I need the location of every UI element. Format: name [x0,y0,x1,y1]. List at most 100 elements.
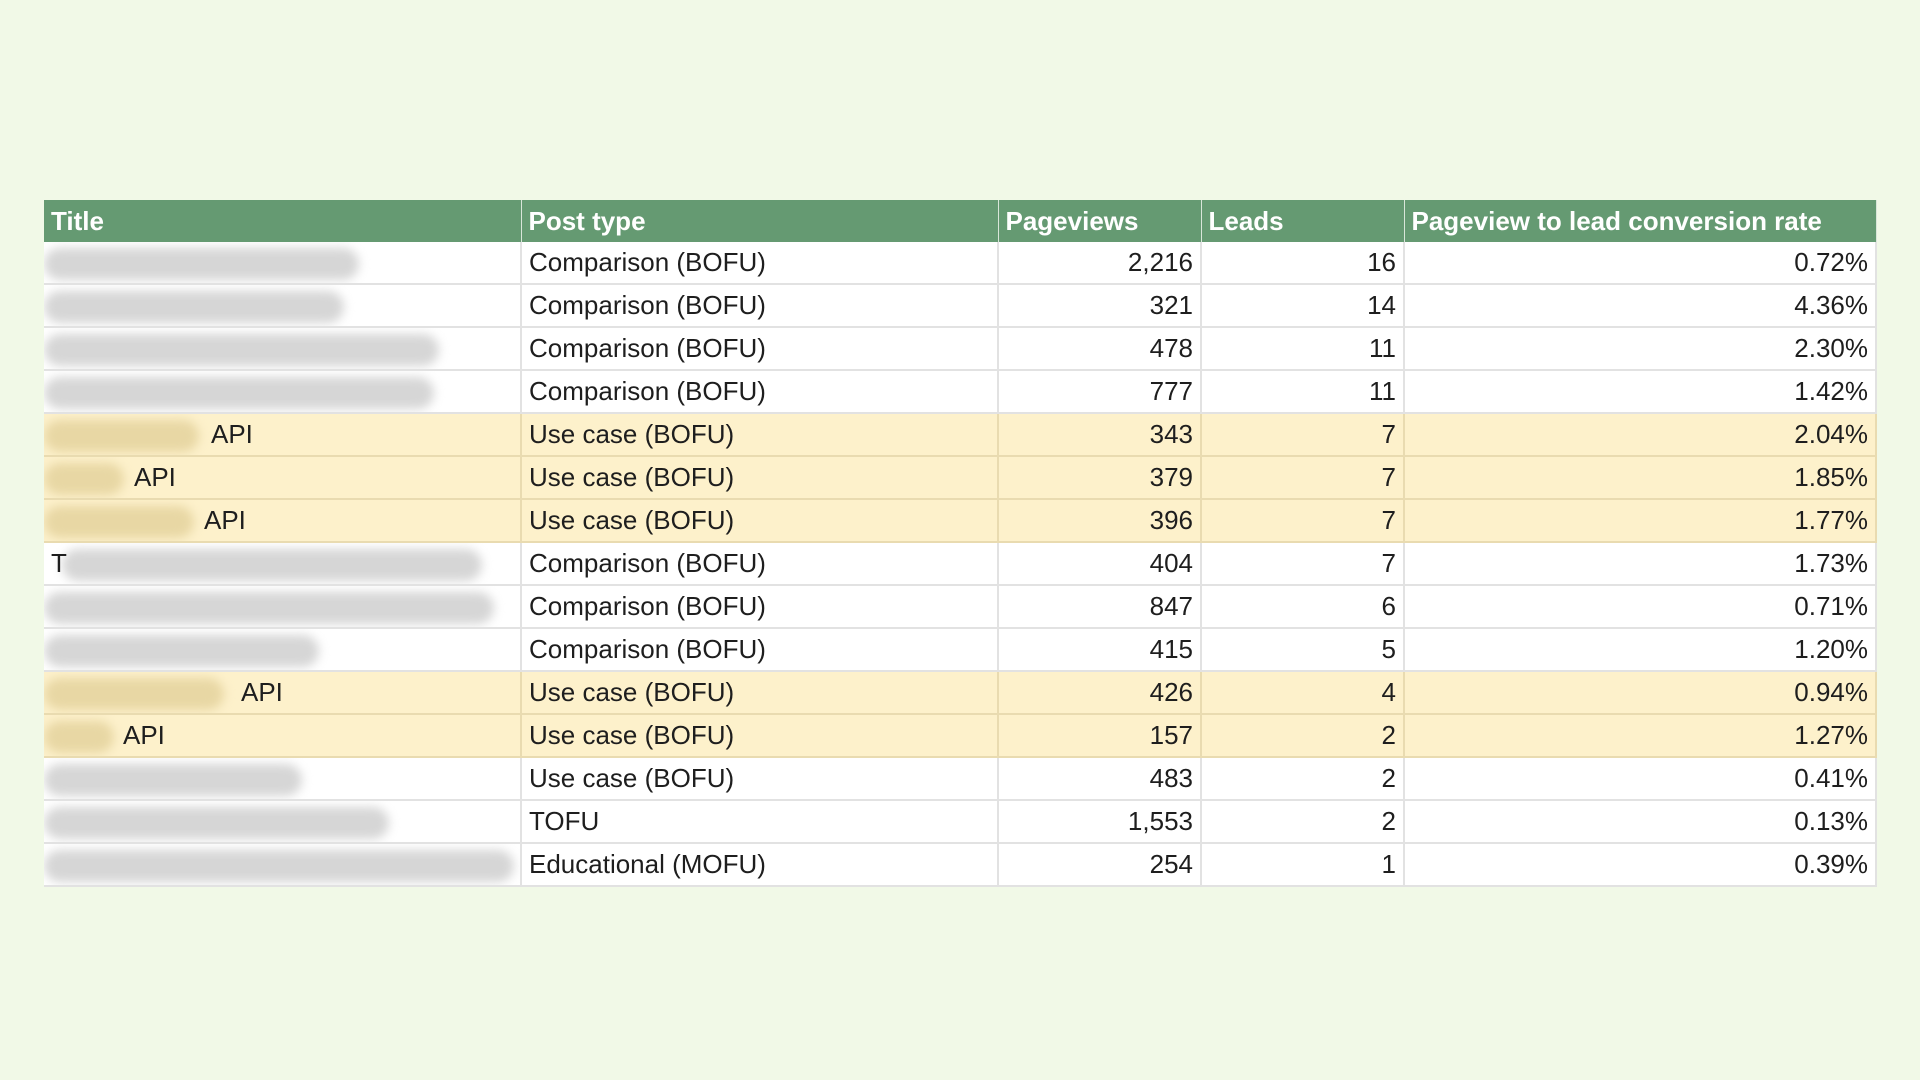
cell-pageviews[interactable]: 157 [998,714,1202,758]
cell-post-type[interactable]: Comparison (BOFU) [521,542,999,586]
cell-leads[interactable]: 7 [1201,542,1405,586]
cell-conversion-rate[interactable]: 4.36% [1404,284,1877,328]
cell-pageviews[interactable]: 426 [998,671,1202,715]
column-header-title[interactable]: Title [44,200,522,242]
cell-pageviews[interactable]: 847 [998,585,1202,629]
table-row[interactable]: Comparison (BOFU) 777 11 1.42% [44,370,1877,414]
column-header-leads[interactable]: Leads [1201,200,1405,242]
cell-post-type[interactable]: Use case (BOFU) [521,413,999,457]
cell-conversion-rate[interactable]: 2.30% [1404,327,1877,371]
cell-title[interactable] [44,370,522,414]
cell-pageviews[interactable]: 478 [998,327,1202,371]
cell-conversion-rate[interactable]: 1.77% [1404,499,1877,543]
redacted-title-blur [44,635,319,667]
cell-conversion-rate[interactable]: 0.94% [1404,671,1877,715]
table-row[interactable]: T Comparison (BOFU) 404 7 1.73% [44,542,1877,586]
table-row[interactable]: Comparison (BOFU) 847 6 0.71% [44,585,1877,629]
cell-title[interactable] [44,757,522,801]
cell-title[interactable] [44,585,522,629]
cell-leads[interactable]: 1 [1201,843,1405,887]
cell-pageviews[interactable]: 2,216 [998,242,1202,285]
cell-title[interactable] [44,327,522,371]
cell-pageviews[interactable]: 379 [998,456,1202,500]
redacted-title-blur [44,506,194,538]
cell-pageviews[interactable]: 415 [998,628,1202,672]
cell-title[interactable] [44,284,522,328]
cell-pageviews[interactable]: 777 [998,370,1202,414]
cell-conversion-rate[interactable]: 1.20% [1404,628,1877,672]
cell-post-type[interactable]: Comparison (BOFU) [521,327,999,371]
table-row[interactable]: API Use case (BOFU) 379 7 1.85% [44,456,1877,500]
cell-pageviews[interactable]: 254 [998,843,1202,887]
cell-title[interactable] [44,242,522,285]
cell-pageviews[interactable]: 321 [998,284,1202,328]
redacted-title-blur [44,850,514,882]
cell-leads[interactable]: 14 [1201,284,1405,328]
cell-conversion-rate[interactable]: 1.27% [1404,714,1877,758]
redacted-title-blur [44,678,224,710]
cell-leads[interactable]: 7 [1201,499,1405,543]
cell-post-type[interactable]: Comparison (BOFU) [521,585,999,629]
table-row[interactable]: Educational (MOFU) 254 1 0.39% [44,843,1877,887]
table-row[interactable]: Use case (BOFU) 483 2 0.41% [44,757,1877,801]
cell-title[interactable]: T [44,542,522,586]
table-row[interactable]: API Use case (BOFU) 343 7 2.04% [44,413,1877,457]
cell-post-type[interactable]: Use case (BOFU) [521,757,999,801]
cell-leads[interactable]: 7 [1201,456,1405,500]
cell-leads[interactable]: 4 [1201,671,1405,715]
cell-leads[interactable]: 2 [1201,714,1405,758]
column-header-pageviews[interactable]: Pageviews [998,200,1202,242]
cell-leads[interactable]: 5 [1201,628,1405,672]
cell-title[interactable]: API [44,671,522,715]
cell-conversion-rate[interactable]: 1.85% [1404,456,1877,500]
cell-leads[interactable]: 7 [1201,413,1405,457]
cell-leads[interactable]: 16 [1201,242,1405,285]
cell-pageviews[interactable]: 483 [998,757,1202,801]
cell-title[interactable] [44,800,522,844]
cell-conversion-rate[interactable]: 1.73% [1404,542,1877,586]
table-row[interactable]: Comparison (BOFU) 2,216 16 0.72% [44,242,1877,285]
cell-post-type[interactable]: Educational (MOFU) [521,843,999,887]
cell-post-type[interactable]: Comparison (BOFU) [521,242,999,285]
cell-conversion-rate[interactable]: 0.41% [1404,757,1877,801]
cell-post-type[interactable]: TOFU [521,800,999,844]
cell-post-type[interactable]: Use case (BOFU) [521,671,999,715]
title-fragment: API [134,462,176,492]
cell-post-type[interactable]: Use case (BOFU) [521,456,999,500]
column-header-post-type[interactable]: Post type [521,200,999,242]
cell-pageviews[interactable]: 404 [998,542,1202,586]
table-row[interactable]: TOFU 1,553 2 0.13% [44,800,1877,844]
cell-post-type[interactable]: Use case (BOFU) [521,499,999,543]
cell-post-type[interactable]: Comparison (BOFU) [521,628,999,672]
cell-title[interactable]: API [44,499,522,543]
cell-post-type[interactable]: Use case (BOFU) [521,714,999,758]
cell-pageviews[interactable]: 396 [998,499,1202,543]
table-row[interactable]: API Use case (BOFU) 396 7 1.77% [44,499,1877,543]
cell-leads[interactable]: 2 [1201,800,1405,844]
cell-title[interactable] [44,628,522,672]
cell-conversion-rate[interactable]: 2.04% [1404,413,1877,457]
table-row[interactable]: Comparison (BOFU) 321 14 4.36% [44,284,1877,328]
cell-title[interactable] [44,843,522,887]
cell-leads[interactable]: 2 [1201,757,1405,801]
cell-title[interactable]: API [44,714,522,758]
cell-title[interactable]: API [44,413,522,457]
table-row[interactable]: Comparison (BOFU) 478 11 2.30% [44,327,1877,371]
cell-post-type[interactable]: Comparison (BOFU) [521,284,999,328]
cell-conversion-rate[interactable]: 0.39% [1404,843,1877,887]
cell-conversion-rate[interactable]: 0.72% [1404,242,1877,285]
cell-post-type[interactable]: Comparison (BOFU) [521,370,999,414]
cell-leads[interactable]: 6 [1201,585,1405,629]
table-row[interactable]: Comparison (BOFU) 415 5 1.20% [44,628,1877,672]
table-row[interactable]: API Use case (BOFU) 157 2 1.27% [44,714,1877,758]
cell-title[interactable]: API [44,456,522,500]
cell-conversion-rate[interactable]: 0.13% [1404,800,1877,844]
cell-leads[interactable]: 11 [1201,370,1405,414]
cell-pageviews[interactable]: 343 [998,413,1202,457]
column-header-conversion-rate[interactable]: Pageview to lead conversion rate [1404,200,1877,242]
table-row[interactable]: API Use case (BOFU) 426 4 0.94% [44,671,1877,715]
cell-pageviews[interactable]: 1,553 [998,800,1202,844]
cell-conversion-rate[interactable]: 0.71% [1404,585,1877,629]
cell-conversion-rate[interactable]: 1.42% [1404,370,1877,414]
cell-leads[interactable]: 11 [1201,327,1405,371]
